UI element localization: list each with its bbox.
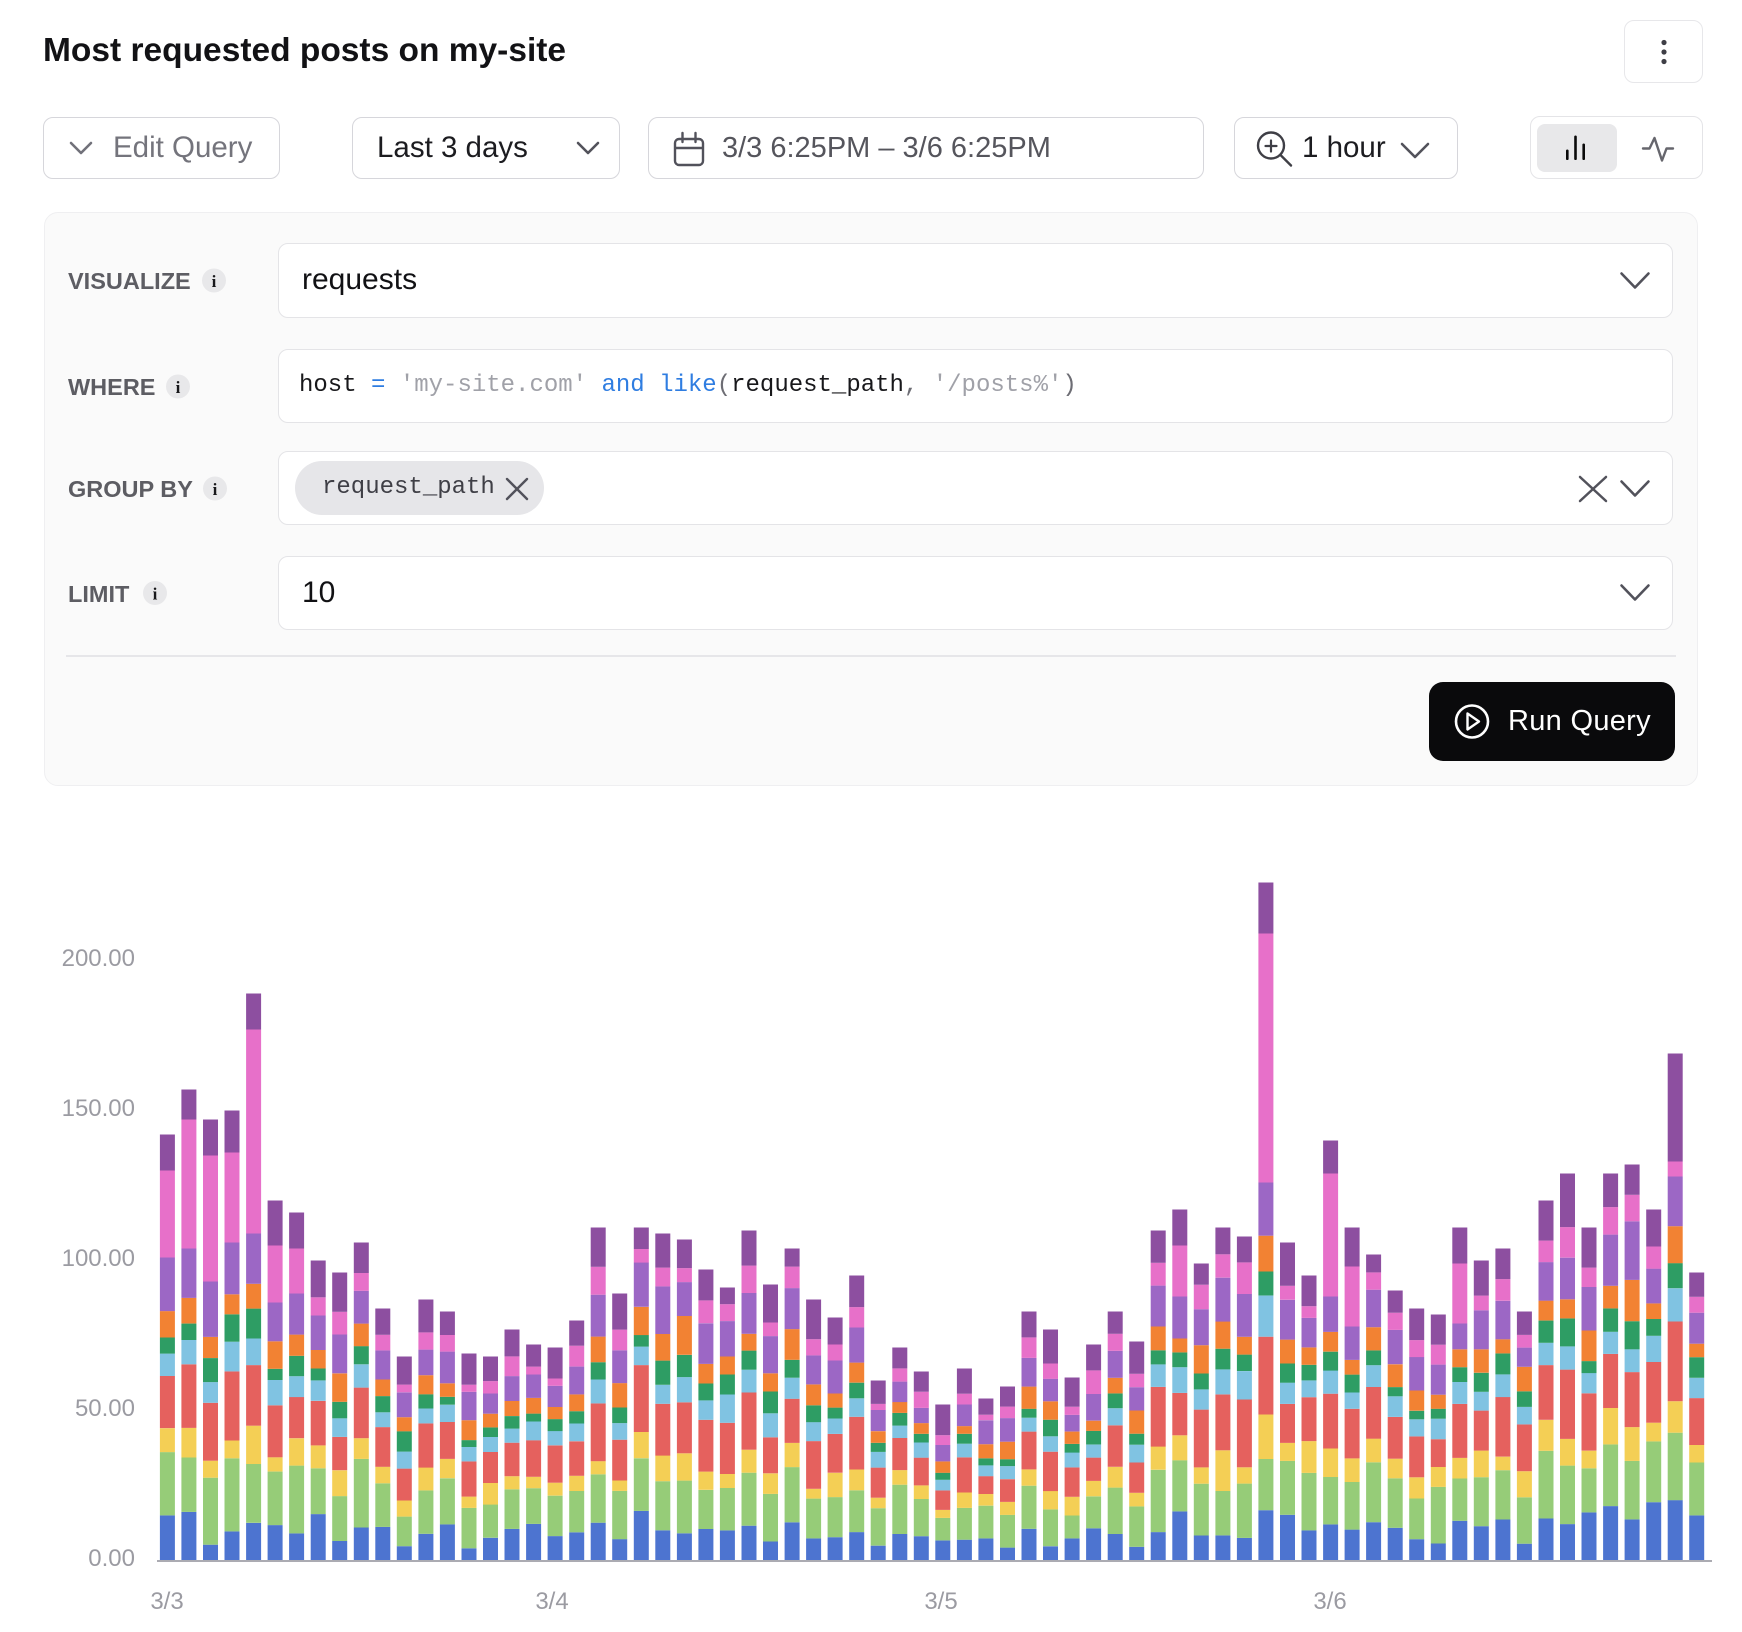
svg-text:0.00: 0.00 xyxy=(88,1545,135,1572)
svg-text:3/4: 3/4 xyxy=(535,1588,568,1615)
svg-text:3/6: 3/6 xyxy=(1313,1588,1346,1615)
svg-text:i: i xyxy=(213,480,218,499)
svg-text:150.00: 150.00 xyxy=(62,1095,135,1122)
svg-text:i: i xyxy=(212,272,217,291)
svg-text:3/5: 3/5 xyxy=(924,1588,957,1615)
svg-text:i: i xyxy=(176,378,181,397)
svg-text:3/3: 3/3 xyxy=(150,1588,183,1615)
svg-text:50.00: 50.00 xyxy=(75,1395,135,1422)
svg-text:100.00: 100.00 xyxy=(62,1245,135,1272)
svg-text:i: i xyxy=(153,585,158,604)
svg-text:200.00: 200.00 xyxy=(62,945,135,972)
